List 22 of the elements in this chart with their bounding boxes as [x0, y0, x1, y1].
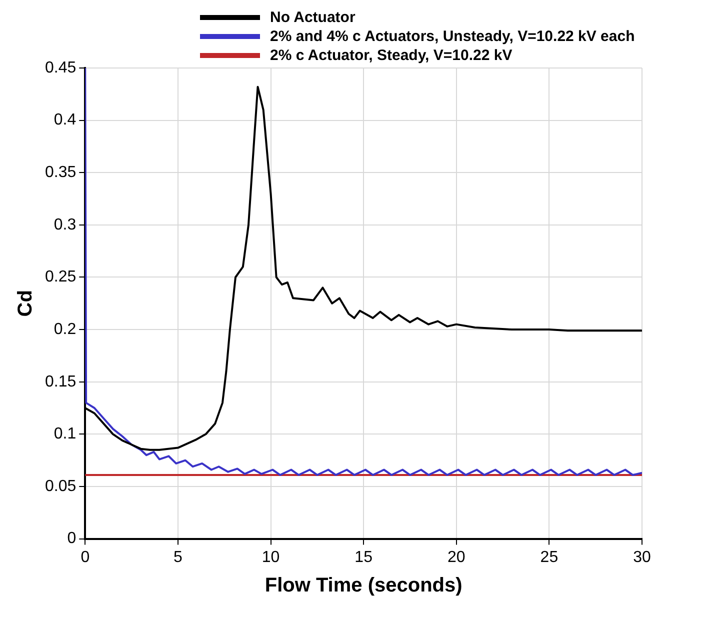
y-tick-label: 0 [67, 530, 76, 548]
legend-label: No Actuator [270, 9, 356, 26]
y-axis-title: Cd [14, 290, 37, 317]
x-tick-label: 25 [540, 548, 558, 566]
y-tick-label: 0.2 [54, 320, 76, 338]
y-tick-label: 0.35 [45, 164, 76, 182]
x-axis-title: Flow Time (seconds) [264, 574, 462, 597]
y-tick-label: 0.25 [45, 268, 76, 286]
x-tick-label: 5 [173, 548, 182, 566]
y-tick-label: 0.4 [54, 112, 76, 129]
x-tick-label: 30 [633, 548, 651, 566]
legend-label: 2% c Actuator, Steady, V=10.22 kV [270, 47, 512, 64]
y-tick-label: 0.3 [54, 216, 76, 234]
x-tick-label: 15 [354, 548, 373, 566]
legend-label: 2% and 4% c Actuators, Unsteady, V=10.22 kV each [270, 28, 635, 45]
x-tick-label: 10 [262, 548, 280, 566]
x-tick-label: 20 [447, 548, 466, 566]
y-tick-label: 0.15 [45, 373, 76, 390]
y-tick-label: 0.1 [54, 426, 76, 443]
y-tick-label: 0.45 [45, 59, 76, 76]
y-tick-label: 0.05 [45, 478, 76, 495]
x-tick-label: 0 [80, 548, 90, 566]
